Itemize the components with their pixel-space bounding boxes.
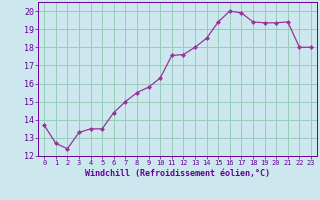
- X-axis label: Windchill (Refroidissement éolien,°C): Windchill (Refroidissement éolien,°C): [85, 169, 270, 178]
